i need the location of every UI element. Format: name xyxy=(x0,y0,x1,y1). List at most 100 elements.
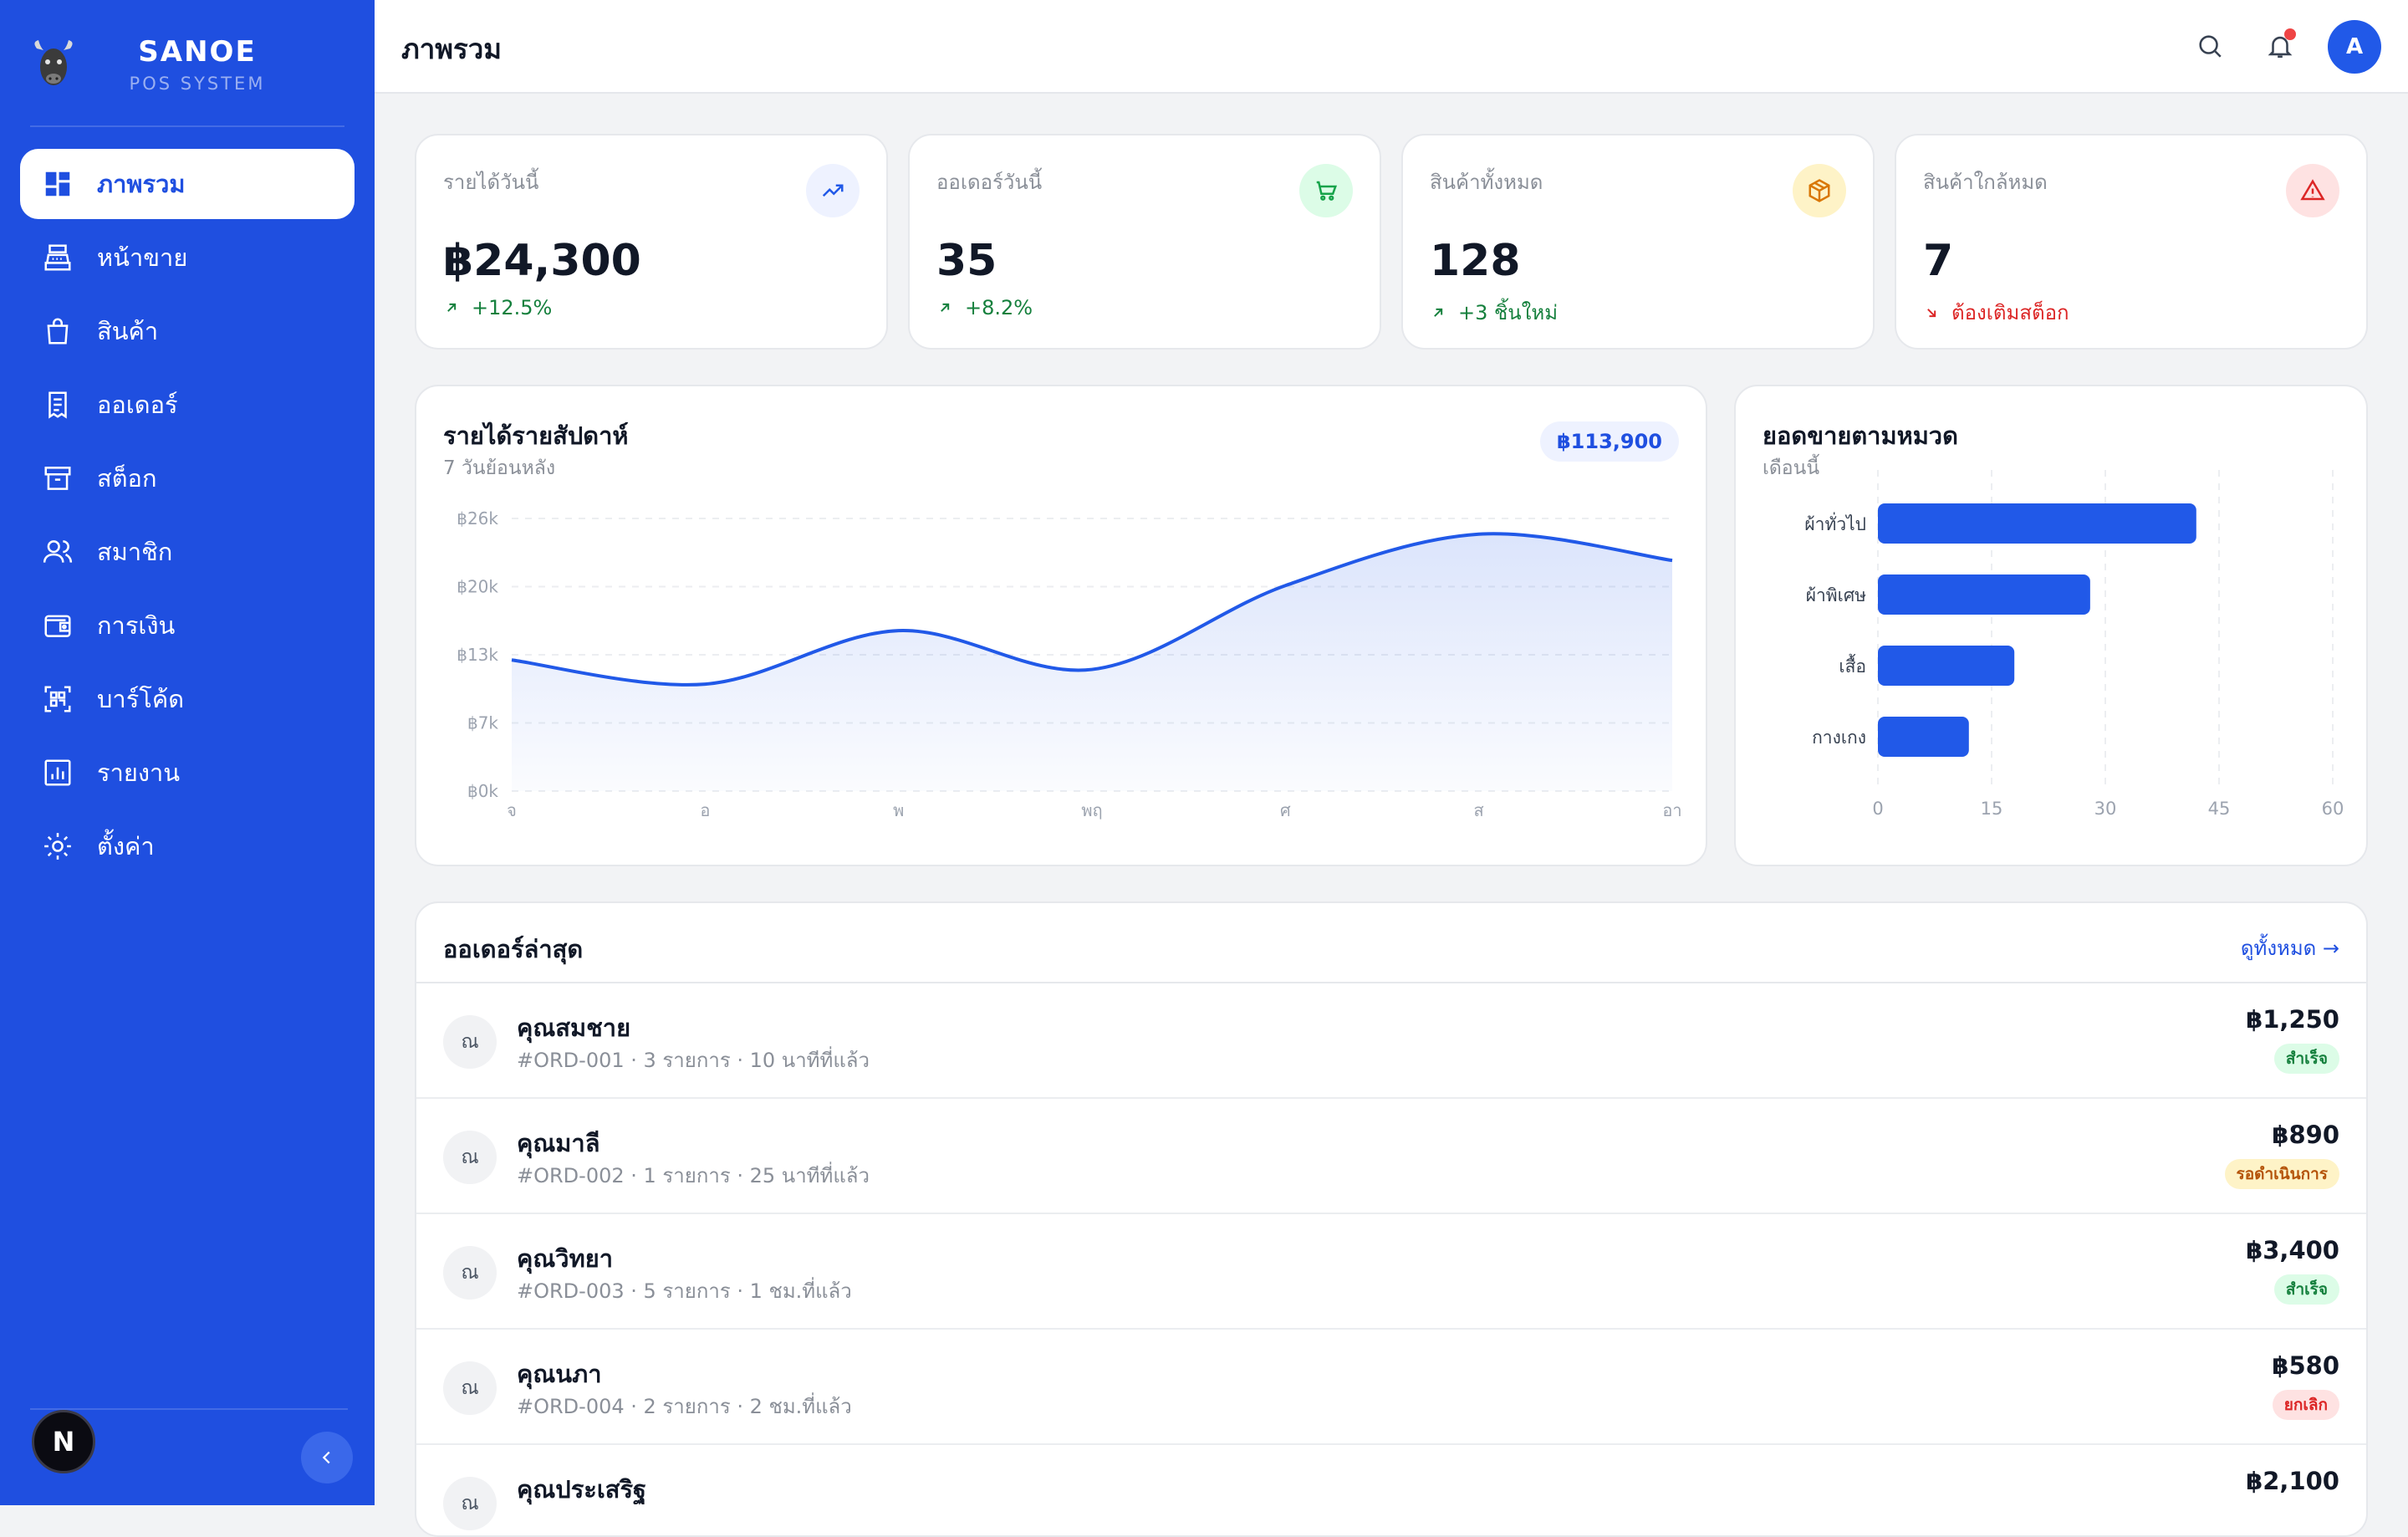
search-button[interactable] xyxy=(2191,27,2229,65)
customer-avatar: ณ xyxy=(443,1246,497,1300)
x-tick-label: อา xyxy=(1662,800,1681,820)
stat-label: สินค้าทั้งหมด xyxy=(1430,171,1543,194)
arrow-down-right-icon xyxy=(1927,308,1936,317)
archive-box-icon xyxy=(42,462,74,494)
box-icon xyxy=(1793,164,1846,217)
order-row[interactable]: ณ คุณมาลี #ORD-002 · 1 รายการ · 25 นาทีท… xyxy=(416,1099,2366,1214)
weekly-revenue-card: รายได้รายสัปดาห์ 7 วันย้อนหลัง ฿113,900 … xyxy=(415,385,1707,866)
arrow-up-right-icon xyxy=(941,303,950,312)
customer-avatar: ณ xyxy=(443,1015,497,1069)
stat-change: +8.2% xyxy=(936,296,1033,319)
stat-change: +12.5% xyxy=(443,296,552,319)
stat-value: 7 xyxy=(1923,236,1954,286)
bar-chart-icon xyxy=(42,757,74,789)
category-bar xyxy=(1878,503,2196,544)
stat-value: ฿24,300 xyxy=(443,236,641,286)
x-tick-label: จ xyxy=(507,800,517,820)
stat-value: 35 xyxy=(936,236,997,286)
status-badge: สำเร็จ xyxy=(2273,1044,2339,1074)
category-bar xyxy=(1878,574,2090,615)
sidebar-item-label: หน้าขาย xyxy=(97,243,188,272)
revenue-area-fill xyxy=(512,534,1672,791)
stat-change: +3 ชิ้นใหม่ xyxy=(1430,296,1558,329)
sidebar-item-members[interactable]: สมาชิก xyxy=(20,517,355,587)
y-tick-label: ฿20k xyxy=(457,577,498,597)
orders-title: ออเดอร์ล่าสุด xyxy=(443,935,584,963)
category-label: กางเกง xyxy=(1812,728,1866,748)
x-tick-label: อ xyxy=(700,800,710,820)
order-meta: #ORD-002 · 1 รายการ · 25 นาทีที่แล้ว xyxy=(517,1164,870,1187)
x-tick-label: 30 xyxy=(2094,799,2117,819)
order-meta: #ORD-001 · 3 รายการ · 10 นาทีที่แล้ว xyxy=(517,1049,870,1072)
sidebar-item-finance[interactable]: การเงิน xyxy=(20,590,355,661)
order-amount: ฿580 xyxy=(2272,1351,2339,1380)
footer-avatar[interactable]: N xyxy=(32,1410,95,1473)
user-avatar[interactable]: A xyxy=(2328,20,2381,74)
sidebar-item-label: สมาชิก xyxy=(97,538,173,566)
x-tick-label: พ xyxy=(893,800,904,820)
sidebar-item-orders[interactable]: ออเดอร์ xyxy=(20,370,355,440)
x-tick-label: 0 xyxy=(1872,799,1883,819)
stat-change-text: +8.2% xyxy=(965,296,1033,319)
revenue-line xyxy=(511,532,1673,687)
sidebar-item-settings[interactable]: ตั้งค่า xyxy=(20,811,355,881)
order-row[interactable]: ณ คุณประเสริฐ ฿2,100 xyxy=(416,1445,2366,1535)
gear-icon xyxy=(42,830,74,862)
order-meta: #ORD-004 · 2 รายการ · 2 ชม.ที่แล้ว xyxy=(517,1395,852,1418)
sidebar-item-barcode[interactable]: บาร์โค้ด xyxy=(20,664,355,734)
trend-up-icon xyxy=(806,164,860,217)
customer-avatar: ณ xyxy=(443,1477,497,1530)
bull-logo-icon xyxy=(34,40,73,85)
receipt-icon xyxy=(42,389,74,421)
collapse-sidebar-button[interactable] xyxy=(301,1432,353,1483)
x-tick-label: 60 xyxy=(2322,799,2344,819)
x-tick-label: 45 xyxy=(2208,799,2231,819)
stat-card-low-stock: สินค้าใกล้หมด 7 ต้องเติมสต็อก xyxy=(1895,134,2368,350)
sidebar-nav: ภาพรวม หน้าขาย สินค้า ออเดอร์ สต็อก xyxy=(20,149,355,885)
sidebar-item-products[interactable]: สินค้า xyxy=(20,296,355,366)
stat-change-text: +12.5% xyxy=(472,296,553,319)
arrow-up-right-icon xyxy=(447,303,457,312)
x-tick-label: ส xyxy=(1474,800,1484,820)
sidebar-item-pos[interactable]: หน้าขาย xyxy=(20,222,355,293)
customer-avatar: ณ xyxy=(443,1361,497,1415)
sidebar-item-overview[interactable]: ภาพรวม xyxy=(20,149,355,219)
status-badge: ยกเลิก xyxy=(2272,1390,2339,1420)
stat-label: สินค้าใกล้หมด xyxy=(1923,171,2048,194)
customer-name: คุณประเสริฐ xyxy=(517,1475,647,1504)
view-all-link[interactable]: ดูทั้งหมด → xyxy=(2240,937,2339,960)
stat-label: รายได้วันนี้ xyxy=(443,171,539,194)
recent-orders-card: ออเดอร์ล่าสุด ดูทั้งหมด → ณ คุณสมชาย #OR… xyxy=(415,901,2368,1537)
y-tick-label: ฿0k xyxy=(467,781,498,801)
order-row[interactable]: ณ คุณวิทยา #ORD-003 · 5 รายการ · 1 ชม.ที… xyxy=(416,1214,2366,1330)
top-bar: ภาพรวม A xyxy=(375,0,2408,94)
sidebar-item-label: รายงาน xyxy=(97,758,181,787)
customer-avatar: ณ xyxy=(443,1131,497,1184)
card-title: รายได้รายสัปดาห์ xyxy=(443,421,629,450)
brand: SANOE POS SYSTEM xyxy=(30,33,344,127)
order-row[interactable]: ณ คุณสมชาย #ORD-001 · 3 รายการ · 10 นาที… xyxy=(416,983,2366,1099)
users-icon xyxy=(42,536,74,568)
x-tick-label: 15 xyxy=(1981,799,2003,819)
notifications-button[interactable] xyxy=(2261,27,2299,65)
stat-label: ออเดอร์วันนี้ xyxy=(936,171,1043,194)
sidebar-item-reports[interactable]: รายงาน xyxy=(20,738,355,808)
bell-icon xyxy=(2268,36,2293,59)
cart-icon xyxy=(1299,164,1353,217)
sidebar-item-label: ออเดอร์ xyxy=(97,391,178,419)
card-subtitle: 7 วันย้อนหลัง xyxy=(443,457,556,479)
order-row[interactable]: ณ คุณนภา #ORD-004 · 2 รายการ · 2 ชม.ที่แ… xyxy=(416,1330,2366,1445)
sidebar-item-stock[interactable]: สต็อก xyxy=(20,443,355,513)
customer-name: คุณมาลี xyxy=(517,1129,600,1157)
status-badge: สำเร็จ xyxy=(2273,1274,2339,1305)
category-bar xyxy=(1878,646,2015,686)
order-amount: ฿1,250 xyxy=(2246,1005,2339,1034)
category-label: ผ้าทั่วไป xyxy=(1804,512,1866,534)
sidebar-item-label: สต็อก xyxy=(97,464,157,493)
sidebar-item-label: การเงิน xyxy=(97,611,176,640)
stat-change-text: ต้องเติมสต็อก xyxy=(1951,301,2069,324)
stat-change-text: +3 ชิ้นใหม่ xyxy=(1458,301,1559,324)
sidebar-item-label: สินค้า xyxy=(97,317,159,345)
sales-by-category-card: ยอดขายตามหมวด เดือนนี้ 0 15 30 45 60 ผ้าทั่วไ… xyxy=(1734,385,2368,866)
sidebar: SANOE POS SYSTEM ภาพรวม หน้าขาย สินค้า xyxy=(0,0,375,1505)
